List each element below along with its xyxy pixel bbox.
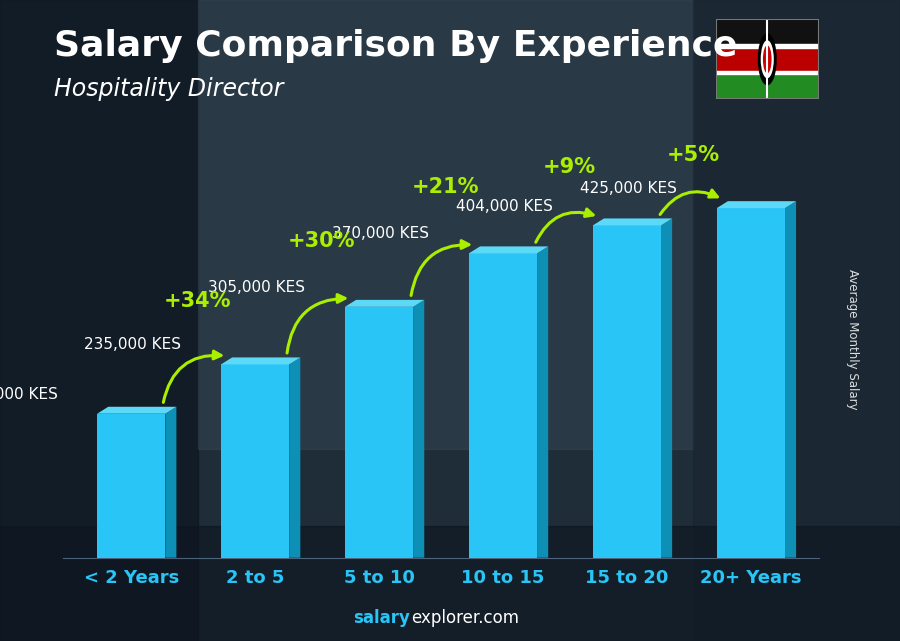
- Bar: [593, 226, 661, 558]
- Text: +9%: +9%: [543, 157, 596, 178]
- Bar: [716, 71, 819, 74]
- Polygon shape: [166, 407, 176, 558]
- Bar: [716, 208, 785, 558]
- Text: 175,000 KES: 175,000 KES: [0, 387, 58, 402]
- Ellipse shape: [763, 46, 771, 73]
- Text: Salary Comparison By Experience: Salary Comparison By Experience: [54, 29, 737, 63]
- Text: 425,000 KES: 425,000 KES: [580, 181, 677, 196]
- Text: +5%: +5%: [667, 145, 720, 165]
- Bar: [0, 0, 198, 641]
- Ellipse shape: [760, 40, 774, 78]
- Polygon shape: [537, 246, 548, 558]
- Bar: [198, 0, 693, 449]
- Text: Hospitality Director: Hospitality Director: [54, 77, 284, 101]
- Polygon shape: [469, 246, 548, 253]
- Text: Average Monthly Salary: Average Monthly Salary: [846, 269, 860, 410]
- Text: salary: salary: [353, 609, 410, 627]
- Bar: [345, 307, 413, 558]
- Polygon shape: [345, 300, 424, 307]
- Bar: [716, 19, 819, 46]
- Polygon shape: [413, 300, 424, 558]
- Text: 305,000 KES: 305,000 KES: [208, 280, 305, 295]
- Bar: [0, 526, 900, 641]
- Polygon shape: [716, 201, 796, 208]
- Text: 370,000 KES: 370,000 KES: [332, 226, 429, 242]
- Text: +21%: +21%: [411, 177, 479, 197]
- Text: explorer.com: explorer.com: [411, 609, 519, 627]
- Text: 404,000 KES: 404,000 KES: [456, 199, 554, 213]
- Bar: [693, 0, 900, 641]
- Polygon shape: [221, 358, 301, 364]
- Bar: [716, 72, 819, 99]
- Bar: [221, 364, 289, 558]
- Bar: [716, 46, 819, 72]
- Bar: [716, 44, 819, 47]
- Polygon shape: [785, 201, 796, 558]
- Polygon shape: [593, 219, 672, 226]
- Bar: [97, 413, 166, 558]
- Ellipse shape: [758, 33, 777, 85]
- Bar: [469, 253, 537, 558]
- Text: +34%: +34%: [164, 290, 231, 310]
- Polygon shape: [661, 219, 672, 558]
- Text: 235,000 KES: 235,000 KES: [85, 338, 182, 353]
- Polygon shape: [289, 358, 301, 558]
- Text: +30%: +30%: [288, 231, 356, 251]
- Polygon shape: [97, 407, 176, 413]
